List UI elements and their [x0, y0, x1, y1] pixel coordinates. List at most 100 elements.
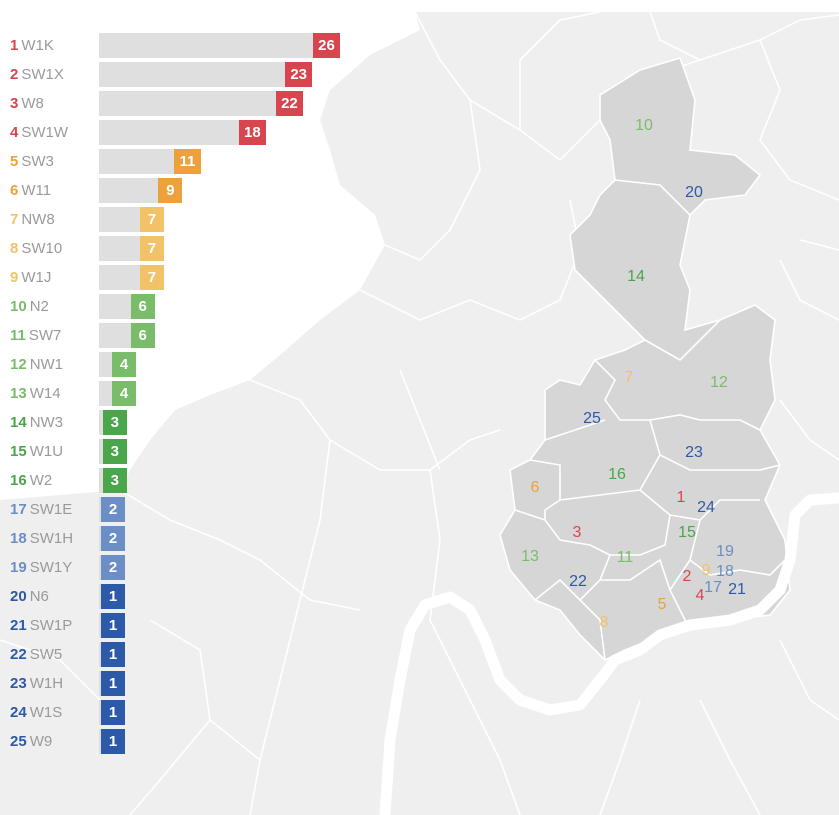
map-district-label: 17: [704, 579, 722, 596]
bar-value-label: 4: [112, 381, 137, 406]
row-label: 17 SW1E: [10, 501, 72, 519]
bar-value-label: 6: [130, 323, 155, 348]
highlight-inner-borders: [514, 179, 786, 661]
rank-number: 2: [10, 66, 19, 83]
row-label: 24 W1S: [10, 704, 62, 722]
bar-value-label: 18: [238, 120, 266, 145]
postcode-label: W1U: [29, 443, 64, 460]
map-borders: [0, 11, 839, 815]
postcode-label: NW3: [29, 414, 64, 431]
row-label: 4 SW1W: [10, 124, 68, 142]
row-label: 21 SW1P: [10, 617, 72, 635]
map-district-label: 13: [521, 548, 539, 565]
rank-number: 7: [10, 211, 19, 228]
row-label: 8 SW10: [10, 240, 62, 258]
map-district-label: 24: [697, 499, 715, 516]
bar-value-label: 4: [112, 352, 137, 377]
map-district-label: 4: [695, 587, 705, 604]
map-district-label: 22: [569, 573, 587, 590]
row-label: 14 NW3: [10, 414, 63, 432]
bar-value-label: 6: [130, 294, 155, 319]
bar-value-label: 2: [101, 526, 125, 551]
map-district-label: 7: [624, 369, 634, 386]
row-label: 2 SW1X: [10, 66, 64, 84]
map-district-label: 11: [616, 549, 634, 566]
row-label: 15 W1U: [10, 443, 63, 461]
postcode-label: W11: [21, 182, 52, 199]
rank-number: 5: [10, 153, 19, 170]
rank-number: 8: [10, 240, 19, 257]
map-district-label: 9: [701, 562, 711, 579]
postcode-label: N6: [29, 588, 49, 605]
map-district-label: 20: [685, 184, 703, 201]
map-district-label: 25: [583, 410, 601, 427]
bar-value-label: 1: [101, 584, 125, 609]
rank-number: 13: [10, 385, 27, 402]
bar-value-label: 1: [101, 613, 125, 638]
postcode-label: W8: [21, 95, 44, 112]
row-label: 16 W2: [10, 472, 52, 490]
bar-value-label: 1: [101, 642, 125, 667]
postcode-label: SW7: [28, 327, 62, 344]
bar-value-label: 23: [285, 62, 313, 87]
rank-number: 16: [10, 472, 27, 489]
postcode-label: SW5: [29, 646, 63, 663]
postcode-label: SW1W: [21, 124, 69, 141]
postcode-label: SW1H: [29, 530, 74, 547]
map-district-label: 3: [572, 524, 582, 541]
map-district-label: 15: [678, 524, 696, 541]
rank-number: 3: [10, 95, 19, 112]
row-label: 20 N6: [10, 588, 49, 606]
row-label: 18 SW1H: [10, 530, 73, 548]
postcode-label: SW3: [21, 153, 54, 170]
bar-value-label: 7: [139, 236, 164, 261]
postcode-label: N2: [29, 298, 49, 315]
rank-number: 17: [10, 501, 27, 518]
postcode-label: W2: [29, 472, 53, 489]
map-district-label: 23: [685, 444, 703, 461]
rank-number: 4: [10, 124, 19, 141]
map-district-label: 8: [599, 614, 609, 631]
postcode-label: SW1X: [21, 66, 64, 83]
map-district-label: 6: [530, 479, 540, 496]
rank-number: 10: [10, 298, 27, 315]
rank-number: 23: [10, 675, 27, 692]
bar: [99, 91, 303, 116]
rank-number: 6: [10, 182, 19, 199]
rank-number: 12: [10, 356, 27, 373]
rank-number: 21: [10, 617, 27, 634]
postcode-label: W14: [29, 385, 61, 402]
postcode-label: W1H: [29, 675, 64, 692]
row-label: 23 W1H: [10, 675, 63, 693]
postcode-label: W9: [29, 733, 53, 750]
row-label: 19 SW1Y: [10, 559, 72, 577]
row-label: 13 W14: [10, 385, 61, 403]
row-label: 9 W1J: [10, 269, 51, 287]
map-district-label: 14: [627, 268, 645, 285]
bar-value-label: 3: [102, 439, 127, 464]
postcode-label: SW1Y: [29, 559, 73, 576]
bar-value-label: 11: [173, 149, 201, 174]
map-district-label: 18: [716, 563, 734, 580]
rank-number: 14: [10, 414, 27, 431]
map-district-label: 5: [657, 596, 667, 613]
map-district-label: 21: [728, 581, 746, 598]
postcode-label: SW10: [21, 240, 63, 257]
bar-value-label: 1: [101, 729, 125, 754]
row-label: 10 N2: [10, 298, 49, 316]
rank-number: 9: [10, 269, 19, 286]
row-label: 25 W9: [10, 733, 52, 751]
map-district-label: 16: [608, 466, 626, 483]
map-district-label: 10: [635, 117, 653, 134]
row-label: 12 NW1: [10, 356, 63, 374]
postcode-label: W1J: [21, 269, 52, 286]
map-district-label: 12: [710, 374, 728, 391]
row-label: 1 W1K: [10, 37, 54, 55]
bar: [99, 33, 340, 58]
bar-value-label: 26: [313, 33, 340, 58]
row-label: 5 SW3: [10, 153, 54, 171]
rank-number: 11: [10, 327, 26, 344]
bar-value-label: 2: [101, 555, 125, 580]
